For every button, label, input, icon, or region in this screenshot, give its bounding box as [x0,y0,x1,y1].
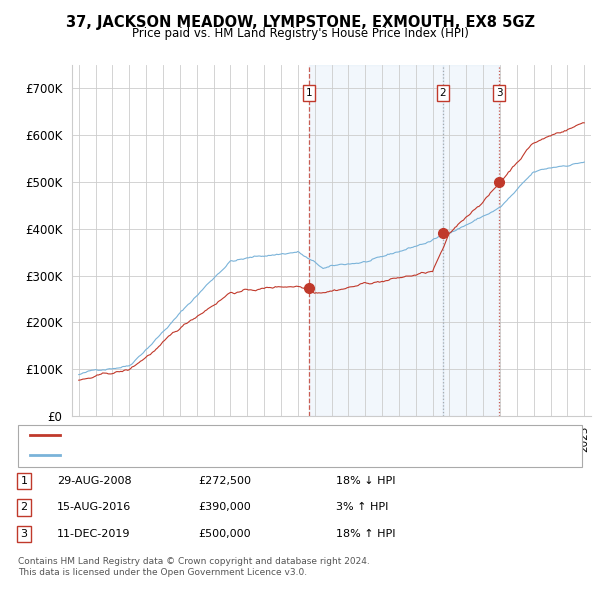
Text: 3: 3 [20,529,28,539]
Text: £390,000: £390,000 [198,503,251,512]
Bar [443,65,499,416]
Text: 18% ↓ HPI: 18% ↓ HPI [336,476,395,486]
Bar [309,65,443,416]
Text: This data is licensed under the Open Government Licence v3.0.: This data is licensed under the Open Gov… [18,568,307,577]
Text: 37, JACKSON MEADOW, LYMPSTONE, EXMOUTH, EX8 5GZ: 37, JACKSON MEADOW, LYMPSTONE, EXMOUTH, … [65,15,535,30]
Text: £500,000: £500,000 [198,529,251,539]
Text: 11-DEC-2019: 11-DEC-2019 [57,529,131,539]
Text: 1: 1 [305,88,312,98]
Text: 15-AUG-2016: 15-AUG-2016 [57,503,131,512]
Text: Price paid vs. HM Land Registry's House Price Index (HPI): Price paid vs. HM Land Registry's House … [131,27,469,40]
Text: 3% ↑ HPI: 3% ↑ HPI [336,503,388,512]
Text: 3: 3 [496,88,502,98]
Text: £272,500: £272,500 [198,476,251,486]
Text: 18% ↑ HPI: 18% ↑ HPI [336,529,395,539]
Text: HPI: Average price, detached house, East Devon: HPI: Average price, detached house, East… [66,451,331,460]
Text: 37, JACKSON MEADOW, LYMPSTONE, EXMOUTH, EX8 5GZ (detached house): 37, JACKSON MEADOW, LYMPSTONE, EXMOUTH, … [66,431,479,440]
Text: 2: 2 [20,503,28,512]
Text: 1: 1 [20,476,28,486]
Text: 2: 2 [440,88,446,98]
Text: 29-AUG-2008: 29-AUG-2008 [57,476,131,486]
Text: Contains HM Land Registry data © Crown copyright and database right 2024.: Contains HM Land Registry data © Crown c… [18,557,370,566]
